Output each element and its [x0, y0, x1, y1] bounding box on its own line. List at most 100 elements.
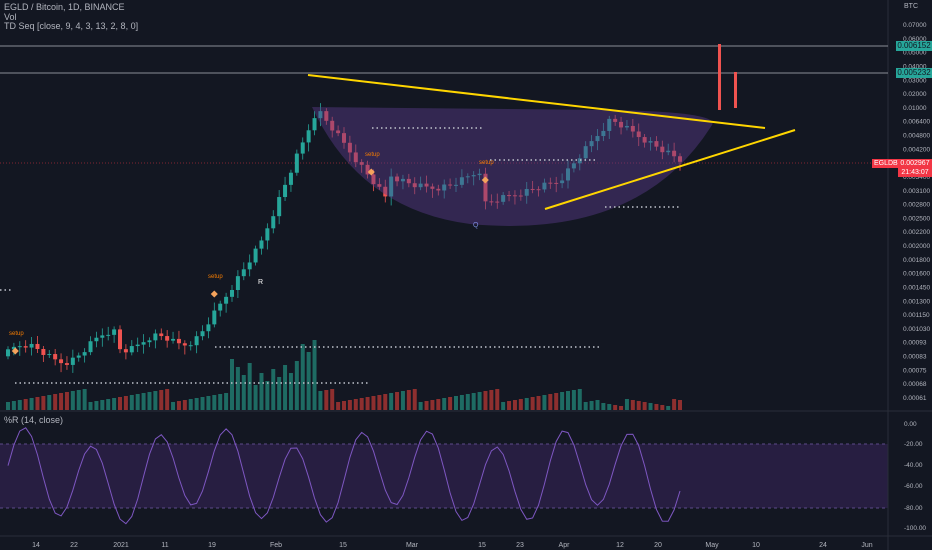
volume-bar	[495, 389, 500, 410]
volume-bar	[29, 398, 34, 410]
candle	[577, 158, 582, 164]
candle	[59, 359, 64, 364]
price-tick-label: 0.002000	[903, 243, 930, 250]
volume-bar	[318, 391, 323, 410]
candle	[318, 111, 323, 119]
price-tick-label: 0.04000	[903, 63, 927, 70]
candle	[412, 183, 417, 188]
time-tick-label: 15	[478, 542, 486, 549]
volume-bar	[554, 393, 559, 410]
volume-bar	[654, 404, 659, 410]
price-tick-label: 0.03000	[903, 77, 927, 84]
candle	[512, 195, 517, 197]
candle	[47, 354, 52, 356]
candle	[571, 163, 576, 169]
candle	[165, 336, 170, 341]
candle	[554, 182, 559, 184]
volume-bar	[595, 400, 600, 410]
volume-bar	[271, 369, 276, 410]
osc-tick-label: -80.00	[904, 505, 923, 512]
setup-diamond	[11, 347, 19, 355]
price-tick-label: 0.02000	[903, 91, 927, 98]
price-tick-label: 0.004200	[903, 146, 930, 153]
candle	[82, 352, 87, 356]
volume-bar	[542, 395, 547, 410]
candle	[395, 176, 400, 182]
volume-bar	[53, 394, 58, 410]
volume-bar	[530, 397, 535, 410]
candle	[607, 118, 612, 131]
williams-r-label: %R (14, close)	[4, 415, 64, 425]
volume-bar	[283, 365, 288, 410]
volume-bar	[41, 396, 46, 410]
candle	[118, 329, 122, 350]
volume-bar	[265, 381, 270, 410]
q-marker: Q	[473, 222, 479, 229]
candle	[230, 290, 234, 297]
candle	[383, 186, 388, 197]
volume-bar	[288, 373, 293, 410]
volume-bar	[418, 402, 423, 410]
setup-label: setup	[365, 152, 380, 158]
price-tick-label: 0.00068	[903, 381, 927, 388]
time-tick-label: Feb	[270, 542, 282, 549]
candle	[330, 120, 335, 131]
volume-bar	[194, 398, 199, 410]
volume-bar	[64, 392, 69, 410]
candle	[70, 357, 75, 365]
price-tick-label: 0.00061	[903, 395, 927, 402]
candle	[436, 188, 441, 191]
price-tick-label: 0.00075	[903, 367, 927, 374]
candle	[312, 118, 317, 131]
volume-bar	[118, 397, 122, 410]
candle	[35, 343, 40, 349]
candle	[648, 141, 653, 143]
candle	[471, 175, 476, 177]
candle	[454, 184, 458, 186]
time-tick-label: 15	[339, 542, 347, 549]
williams-r-line	[7, 427, 681, 525]
williams-r-band	[0, 444, 888, 508]
price-tick-label: 0.002800	[903, 202, 930, 209]
candle	[619, 121, 624, 128]
volume-bar	[577, 389, 582, 410]
volume-bar	[82, 389, 87, 410]
candle	[294, 153, 299, 173]
volume-bar	[23, 399, 28, 410]
volume-bar	[454, 396, 458, 410]
volume-bar	[324, 390, 329, 410]
volume-bar	[171, 402, 176, 410]
osc-tick-label: -20.00	[904, 441, 923, 448]
candle	[424, 183, 429, 187]
volume-bar	[400, 391, 405, 410]
volume-bar	[501, 402, 506, 410]
candles-group	[6, 103, 682, 373]
candle	[418, 183, 423, 188]
time-tick-label: 24	[819, 542, 827, 549]
candle	[17, 346, 22, 348]
time-tick-label: 12	[616, 542, 624, 549]
candle	[277, 197, 282, 217]
volume-bar	[206, 396, 211, 410]
level-label-upper: 0.006152	[896, 41, 932, 51]
volume-bar	[182, 400, 187, 410]
candle	[530, 188, 535, 190]
price-tag-value: 0.002967	[898, 159, 932, 168]
candle	[406, 178, 411, 184]
volume-bar	[412, 389, 417, 410]
time-tick-label: 10	[752, 542, 760, 549]
candle	[235, 276, 240, 290]
volume-bar	[35, 397, 40, 410]
volume-bar	[342, 401, 346, 410]
volume-bar	[123, 396, 128, 410]
candle	[141, 342, 146, 345]
candle	[300, 142, 305, 154]
time-tick-label: May	[705, 542, 719, 549]
time-tick-label: 11	[161, 542, 168, 549]
candle	[353, 152, 358, 163]
candle	[589, 141, 594, 147]
candle	[400, 178, 405, 182]
volume-bar	[6, 402, 10, 410]
volume-bar	[17, 400, 22, 410]
